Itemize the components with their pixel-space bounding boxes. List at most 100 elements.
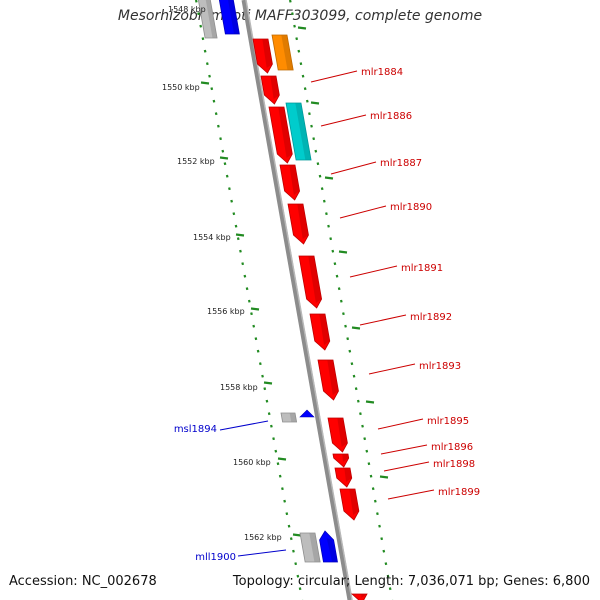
right-rail-tick	[365, 449, 369, 453]
left-rail-tick	[230, 199, 234, 203]
label-leader-line	[377, 418, 424, 430]
left-rail-tick	[270, 424, 273, 428]
left-rail-tick	[265, 399, 269, 403]
left-rail-tick	[274, 449, 278, 453]
position-label: 1552 kbp	[177, 157, 215, 166]
right-rail-tick	[339, 299, 343, 303]
position-label: 1548 kbp	[168, 5, 206, 14]
gene-label-msl1894[interactable]: msl1894	[174, 424, 217, 435]
right-rail-tick	[337, 287, 341, 291]
kbp-major-tick	[219, 156, 229, 160]
gene-gray-msl1894-shade	[289, 413, 297, 422]
gene-cyan-shade	[295, 103, 312, 160]
left-rail-tick	[210, 87, 214, 91]
gene-label-mlr1892[interactable]: mlr1892	[410, 312, 452, 323]
gene-label-mlr1884[interactable]: mlr1884	[361, 67, 403, 78]
kbp-major-tick	[310, 101, 320, 105]
right-rail-tick	[322, 199, 326, 203]
gene-label-mlr1898[interactable]: mlr1898	[433, 459, 475, 470]
left-rail-tick	[276, 462, 280, 466]
gene-forward-shade	[342, 454, 349, 462]
left-rail-tick	[197, 12, 200, 16]
kbp-major-tick	[277, 457, 287, 461]
right-rail-tick	[308, 112, 311, 116]
genome-backbone-highlight	[245, 0, 353, 600]
kbp-major-tick	[365, 400, 375, 404]
label-leader-line	[219, 420, 269, 431]
right-rail-tick	[320, 187, 324, 191]
gene-orange-shade	[281, 35, 294, 70]
left-rail-tick	[241, 262, 245, 266]
gene-forward-shade	[349, 489, 359, 515]
gene-label-mlr1891[interactable]: mlr1891	[401, 263, 443, 274]
kbp-major-tick	[235, 233, 245, 237]
left-rail-tick	[256, 349, 260, 353]
label-leader-line	[310, 70, 358, 83]
left-rail-tick	[203, 49, 207, 53]
position-label: 1558 kbp	[220, 383, 258, 392]
kbp-major-tick	[292, 533, 302, 537]
right-rail-tick	[361, 424, 364, 428]
gene-forward-shade	[337, 418, 348, 447]
kbp-major-tick	[297, 26, 307, 30]
gene-label-mlr1890[interactable]: mlr1890	[390, 202, 432, 213]
gene-forward-shade	[262, 39, 273, 68]
kbp-major-tick	[250, 307, 260, 311]
right-rail-tick	[348, 349, 352, 353]
gene-forward-shade	[289, 165, 300, 195]
gene-gray-top-shade	[205, 0, 218, 38]
gene-blue-top-shade	[228, 0, 240, 34]
right-rail-tick	[363, 437, 367, 441]
kbp-major-tick	[200, 81, 210, 85]
left-rail-tick	[208, 74, 211, 78]
gene-label-mlr1895[interactable]: mlr1895	[427, 416, 469, 427]
left-rail-tick	[289, 537, 293, 541]
left-rail-tick	[194, 0, 198, 3]
right-rail-tick	[346, 337, 350, 341]
right-rail-tick	[369, 474, 373, 478]
left-rail-tick	[214, 112, 218, 116]
left-rail-tick	[228, 187, 231, 191]
left-rail-tick	[223, 162, 227, 166]
gene-label-mlr1887[interactable]: mlr1887	[380, 158, 422, 169]
left-rail-tick	[267, 412, 271, 416]
right-rail-tick	[380, 537, 384, 541]
right-rail-tick	[371, 487, 375, 491]
left-rail-tick	[236, 237, 240, 241]
label-leader-line	[387, 489, 435, 500]
right-rail-tick	[359, 412, 362, 416]
left-rail-tick	[250, 312, 253, 316]
left-rail-tick	[201, 37, 205, 41]
left-rail-tick	[245, 287, 249, 291]
gene-label-mll1900[interactable]: mll1900	[195, 552, 236, 563]
right-rail-tick	[329, 237, 333, 241]
gene-label-mlr1886[interactable]: mlr1886	[370, 111, 412, 122]
label-leader-line	[380, 444, 428, 455]
label-leader-line	[368, 363, 416, 375]
right-rail-tick	[373, 499, 377, 503]
left-rail-tick	[285, 512, 289, 516]
left-rail-tick	[292, 549, 295, 553]
position-label: 1554 kbp	[193, 233, 231, 242]
gene-msl1894[interactable]	[299, 409, 315, 418]
gene-label-mlr1893[interactable]: mlr1893	[419, 361, 461, 372]
left-rail-tick	[239, 249, 242, 253]
right-rail-tick	[376, 512, 379, 516]
left-rail-tick	[243, 274, 247, 278]
gene-label-mlr1899[interactable]: mlr1899	[438, 487, 480, 498]
label-leader-line	[339, 205, 387, 219]
right-rail-tick	[335, 274, 339, 278]
right-rail-tick	[356, 399, 360, 403]
position-label: 1556 kbp	[207, 307, 245, 316]
right-rail-tick	[297, 49, 301, 53]
gene-label-mlr1896[interactable]: mlr1896	[431, 442, 473, 453]
right-rail-tick	[384, 562, 388, 566]
right-rail-tick	[325, 212, 328, 216]
left-rail-tick	[232, 212, 236, 216]
right-rail-tick	[344, 324, 347, 328]
left-rail-tick	[263, 387, 267, 391]
right-rail-tick	[327, 224, 330, 228]
left-rail-tick	[283, 499, 287, 503]
right-rail-tick	[312, 137, 316, 141]
genome-backbone	[241, 0, 353, 600]
